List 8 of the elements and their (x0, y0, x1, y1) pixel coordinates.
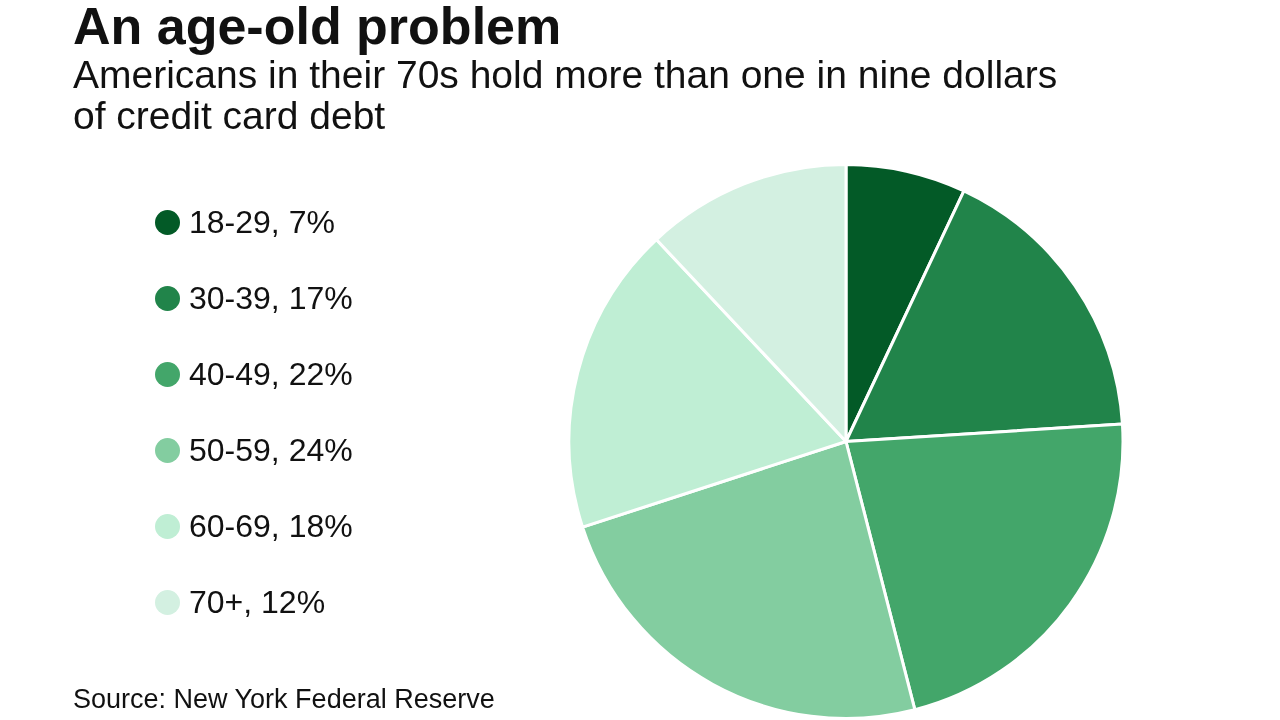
legend-label: 30-39, 17% (189, 280, 353, 316)
legend-label: 60-69, 18% (189, 508, 353, 544)
legend-label: 40-49, 22% (189, 356, 353, 392)
legend-label: 70+, 12% (189, 584, 326, 620)
legend-label: 50-59, 24% (189, 432, 353, 468)
source-note: Source: New York Federal Reserve (73, 684, 495, 714)
legend-label: 18-29, 7% (189, 204, 335, 240)
chart-title: An age-old problem (73, 0, 562, 55)
